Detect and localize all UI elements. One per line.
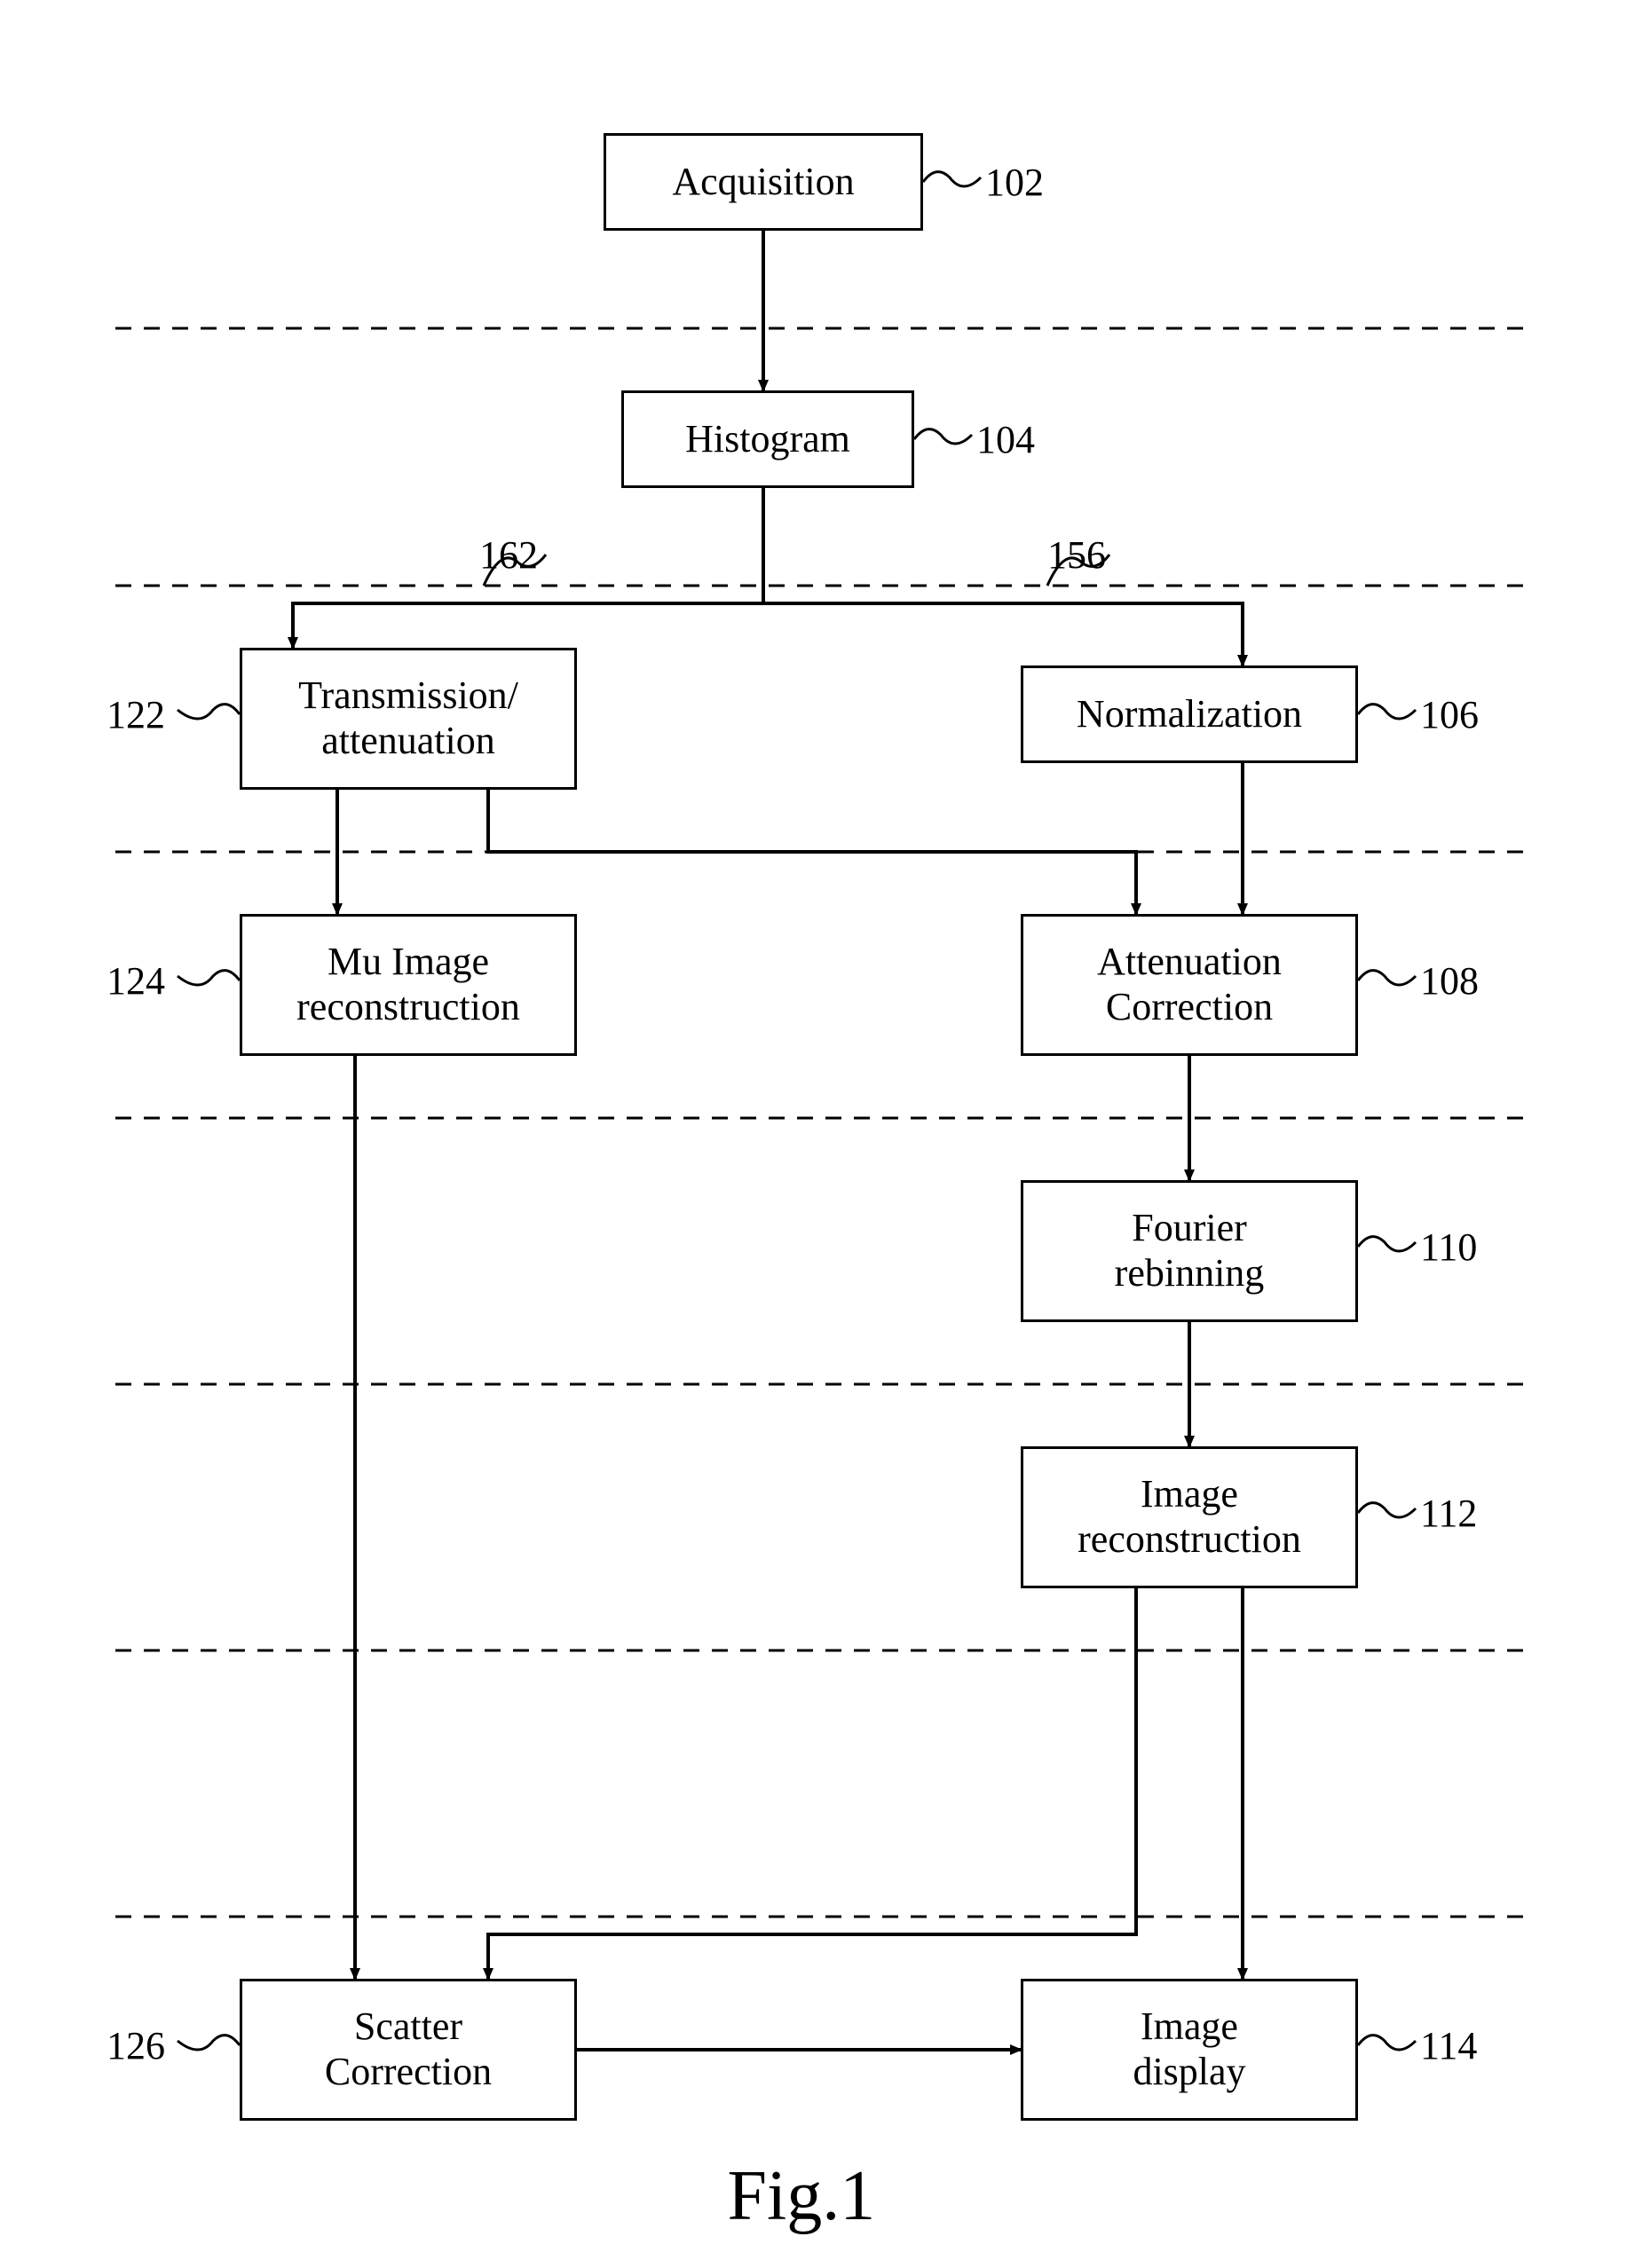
- leadline-r108: [1358, 971, 1416, 985]
- leadline-r124: [178, 971, 240, 985]
- ref-108: 108: [1420, 958, 1479, 1004]
- node-label: Fourier rebinning: [1115, 1206, 1265, 1295]
- edge-transmission-to-attn: [488, 790, 1136, 914]
- leadline-r104: [914, 429, 972, 444]
- leadline-r112: [1358, 1503, 1416, 1517]
- figure-caption: Fig.1: [728, 2156, 876, 2237]
- node-histogram: Histogram: [621, 390, 914, 488]
- node-label: Image reconstruction: [1078, 1472, 1301, 1562]
- ref-102: 102: [985, 160, 1044, 205]
- edge-histogram-to-normalization: [763, 488, 1243, 665]
- node-label: Transmission/ attenuation: [298, 673, 518, 763]
- leadline-r122: [178, 705, 240, 719]
- node-label: Acquisition: [672, 160, 854, 205]
- node-mu: Mu Image reconstruction: [240, 914, 577, 1056]
- node-label: Histogram: [685, 417, 850, 462]
- ref-124: 124: [107, 958, 165, 1004]
- ref-114: 114: [1420, 2023, 1477, 2068]
- leadline-r114: [1358, 2036, 1416, 2050]
- node-attn: Attenuation Correction: [1021, 914, 1358, 1056]
- flowchart-canvas: Fig.1 Acquisition Histogram Transmission/ …: [0, 0, 1650, 2268]
- leadline-r106: [1358, 705, 1416, 719]
- ref-156: 156: [1047, 532, 1106, 578]
- ref-122: 122: [107, 692, 165, 737]
- ref-126: 126: [107, 2023, 165, 2068]
- node-normalization: Normalization: [1021, 665, 1358, 763]
- node-label: Scatter Correction: [325, 2004, 492, 2094]
- ref-162: 162: [479, 532, 538, 578]
- ref-106: 106: [1420, 692, 1479, 737]
- node-scatter: Scatter Correction: [240, 1979, 577, 2121]
- node-imgrecon: Image reconstruction: [1021, 1446, 1358, 1588]
- edge-imgrecon-to-scatter: [488, 1588, 1136, 1979]
- node-display: Image display: [1021, 1979, 1358, 2121]
- node-fourier: Fourier rebinning: [1021, 1180, 1358, 1322]
- ref-104: 104: [976, 417, 1035, 462]
- leadline-r126: [178, 2036, 240, 2050]
- ref-112: 112: [1420, 1491, 1477, 1536]
- ref-110: 110: [1420, 1225, 1477, 1270]
- leadline-r110: [1358, 1237, 1416, 1251]
- flowchart-svg-layer: [0, 0, 1650, 2268]
- node-label: Attenuation Correction: [1097, 940, 1282, 1029]
- node-label: Image display: [1133, 2004, 1245, 2094]
- node-label: Mu Image reconstruction: [296, 940, 520, 1029]
- leadline-r102: [923, 172, 981, 186]
- node-label: Normalization: [1077, 692, 1302, 737]
- node-acquisition: Acquisition: [604, 133, 923, 231]
- node-transmission: Transmission/ attenuation: [240, 648, 577, 790]
